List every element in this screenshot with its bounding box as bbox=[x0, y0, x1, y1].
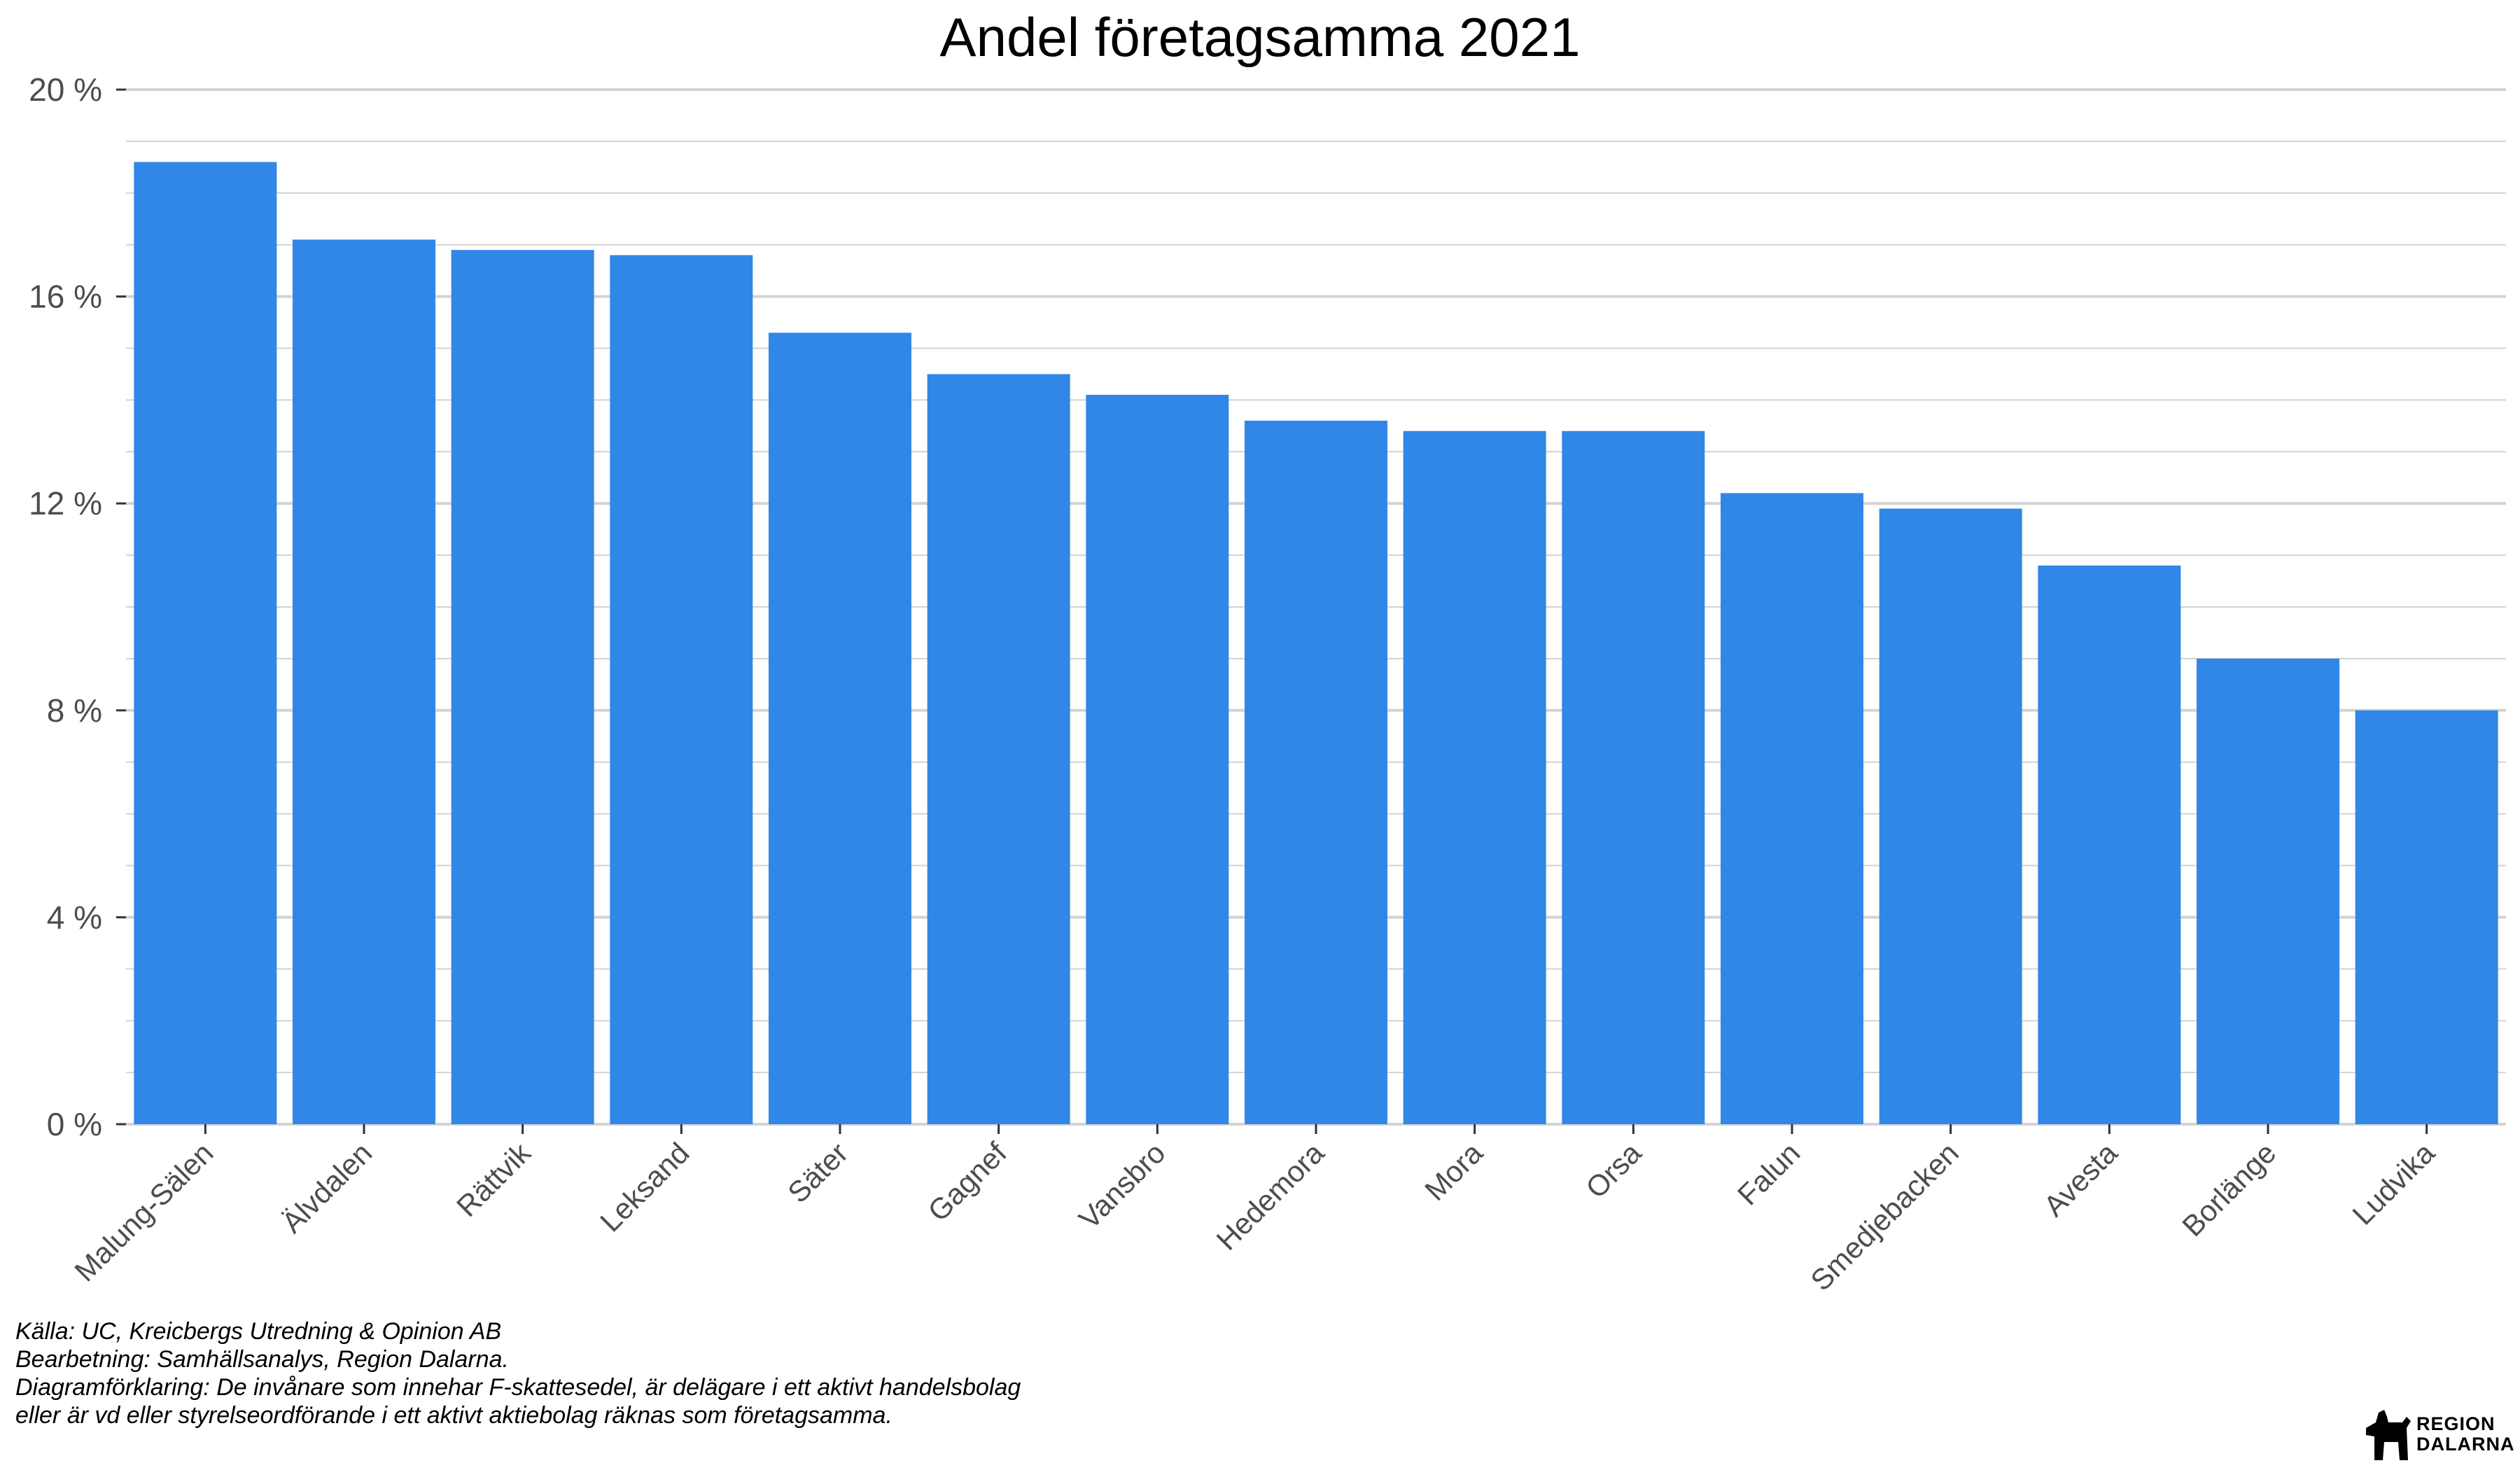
y-tick-label: 20 % bbox=[29, 71, 102, 108]
chart-title: Andel företagsamma 2021 bbox=[940, 6, 1581, 68]
bar bbox=[1403, 430, 1546, 1124]
x-tick-label: Ludvika bbox=[2346, 1136, 2441, 1231]
caption-processing: Bearbetning: Samhällsanalys, Region Dala… bbox=[15, 1346, 509, 1373]
x-tick-label: Leksand bbox=[594, 1136, 696, 1238]
x-tick-label: Borlänge bbox=[2176, 1136, 2282, 1242]
bar bbox=[2038, 565, 2181, 1124]
x-tick-label: Säter bbox=[781, 1136, 854, 1209]
bar bbox=[1245, 420, 1387, 1124]
bar bbox=[2197, 658, 2339, 1124]
x-axis-ticks: Malung-Sälen Älvdalen Rättvik Leksand Säter G… bbox=[68, 1124, 2441, 1297]
logo-text-region: REGION bbox=[2416, 1413, 2496, 1434]
logo-text-dalarna: DALARNA bbox=[2416, 1434, 2515, 1455]
caption-explanation-2: eller är vd eller styrelseordförande i e… bbox=[15, 1402, 892, 1429]
bar bbox=[1879, 508, 2022, 1124]
region-dalarna-logo: REGION DALARNA bbox=[2360, 1407, 2514, 1463]
bar bbox=[2355, 710, 2498, 1124]
x-tick-label: Falun bbox=[1731, 1136, 1807, 1212]
x-tick-label: Vansbro bbox=[1072, 1136, 1172, 1236]
bar bbox=[134, 162, 277, 1125]
bar bbox=[1721, 493, 1863, 1124]
x-tick-label: Malung-Sälen bbox=[68, 1136, 219, 1287]
x-tick-label: Orsa bbox=[1579, 1136, 1648, 1205]
dala-horse-icon bbox=[2366, 1410, 2411, 1460]
bar bbox=[293, 239, 435, 1124]
y-tick-label: 8 % bbox=[47, 692, 102, 729]
y-tick-label: 4 % bbox=[47, 899, 102, 935]
bar bbox=[451, 250, 594, 1125]
bar bbox=[927, 374, 1070, 1125]
x-tick-label: Mora bbox=[1418, 1136, 1489, 1207]
caption-explanation-1: Diagramförklaring: De invånare som inneh… bbox=[15, 1374, 1021, 1401]
bar bbox=[1562, 430, 1705, 1124]
x-tick-label: Gagnef bbox=[921, 1136, 1013, 1228]
x-tick-label: Rättvik bbox=[450, 1135, 538, 1223]
bar bbox=[1086, 395, 1229, 1124]
y-tick-label: 16 % bbox=[29, 279, 102, 315]
y-tick-label: 12 % bbox=[29, 485, 102, 522]
x-tick-label: Smedjebacken bbox=[1804, 1136, 1965, 1297]
caption-source: Källa: UC, Kreicbergs Utredning & Opinio… bbox=[15, 1318, 502, 1345]
bar bbox=[610, 255, 753, 1125]
y-tick-label: 0 % bbox=[47, 1106, 102, 1142]
bar bbox=[769, 332, 911, 1125]
y-axis-ticks: 0 % 4 % 8 % 12 % 16 % 20 % bbox=[29, 71, 126, 1142]
x-tick-label: Älvdalen bbox=[275, 1136, 378, 1239]
x-tick-label: Hedemora bbox=[1210, 1136, 1330, 1256]
x-tick-label: Avesta bbox=[2037, 1136, 2124, 1223]
caption: Källa: UC, Kreicbergs Utredning & Opinio… bbox=[15, 1317, 1415, 1429]
bars bbox=[134, 162, 2498, 1125]
